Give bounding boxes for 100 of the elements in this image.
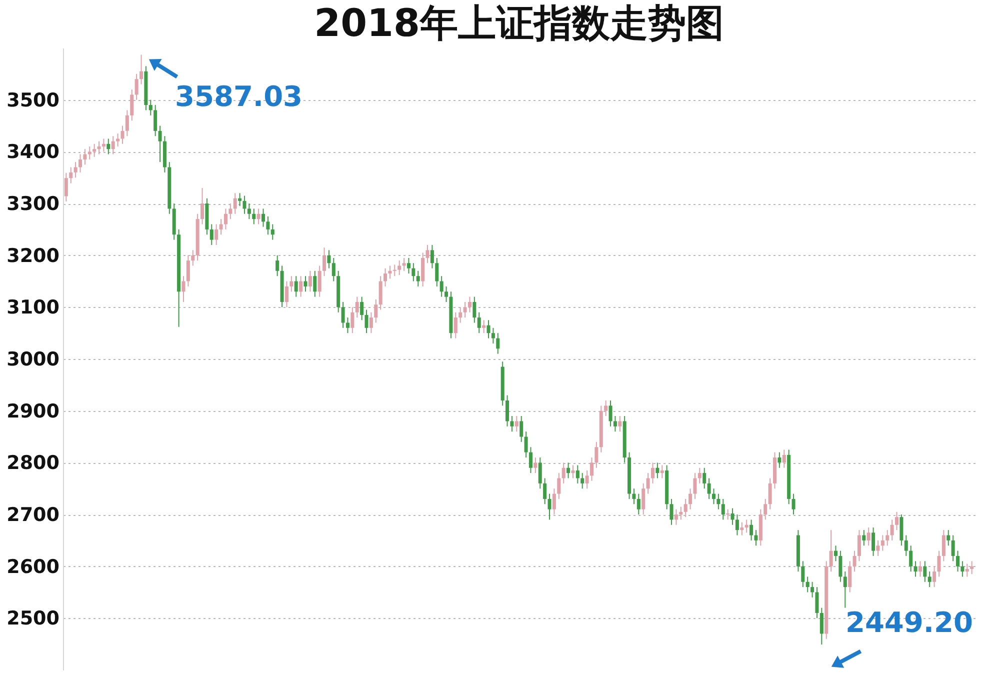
candlestick [604, 400, 608, 417]
candlestick [580, 472, 584, 490]
candlestick [158, 125, 162, 163]
y-tick-label: 2600 [6, 556, 60, 578]
candlestick [416, 270, 420, 287]
candlestick [111, 136, 115, 155]
candlestick [956, 550, 960, 572]
candlestick [233, 192, 237, 214]
candlestick [284, 280, 288, 308]
candlestick [904, 534, 908, 556]
candlestick [266, 216, 270, 236]
candlestick [693, 472, 697, 500]
candlestick [261, 208, 266, 228]
candlestick [134, 73, 138, 100]
candlestick [684, 498, 688, 518]
candlestick [918, 560, 922, 578]
candlestick [876, 540, 880, 556]
candlestick [608, 400, 612, 427]
candlestick [636, 493, 640, 515]
candlestick [792, 493, 796, 515]
candlestick [946, 530, 950, 546]
candlestick [496, 332, 500, 354]
candlestick [341, 301, 345, 328]
candlestick [548, 493, 552, 520]
candlestick [139, 54, 144, 85]
candlestick [242, 195, 246, 214]
y-tick-label: 3500 [6, 89, 60, 112]
candlestick [735, 514, 739, 536]
candlestick [698, 467, 702, 484]
candlestick [928, 571, 932, 588]
y-tick-label: 3100 [6, 296, 60, 319]
candlestick [412, 262, 416, 282]
candlestick [937, 550, 941, 578]
candlestick [594, 441, 598, 468]
y-tick-label: 3000 [6, 348, 60, 370]
candlestick [214, 224, 218, 246]
candlestick [872, 526, 876, 556]
candlestick [932, 566, 936, 588]
candlestick [116, 133, 120, 147]
candlestick [642, 482, 646, 515]
candlestick [102, 138, 106, 152]
candlestick [538, 456, 542, 490]
candlestick [970, 560, 974, 575]
candlestick [454, 312, 458, 339]
candlestick [960, 560, 964, 578]
candlestick [238, 192, 242, 207]
candlestick [200, 187, 204, 225]
candlestick [810, 581, 814, 598]
candlestick [350, 306, 354, 334]
candlestick [364, 309, 368, 334]
candlestick [514, 416, 518, 432]
candlestick [154, 104, 158, 137]
candlestick [435, 257, 439, 287]
candlestick [299, 276, 303, 298]
y-tick-label: 2800 [6, 452, 60, 474]
candlestick [646, 472, 650, 494]
candlestick [384, 268, 388, 287]
candlestick [660, 464, 664, 479]
candlestick [834, 545, 838, 562]
candlestick [491, 327, 495, 344]
candlestick [857, 530, 861, 562]
candlestick [576, 464, 580, 484]
candlestick [524, 431, 528, 458]
candlestick [332, 257, 336, 282]
candlestick [392, 264, 396, 277]
candlestick [557, 472, 561, 500]
candlestick [402, 257, 406, 272]
candlestick [852, 550, 856, 572]
candlestick [247, 203, 251, 220]
candlestick [590, 456, 594, 482]
candlestick [78, 154, 82, 173]
candlestick [820, 607, 824, 645]
candlestick [815, 586, 819, 619]
candlestick [97, 140, 101, 155]
candlestick [726, 508, 730, 520]
candlestick [866, 526, 870, 546]
candlestick [120, 125, 124, 144]
candlestick [632, 488, 636, 505]
candlestick [318, 265, 322, 298]
candlestick [552, 488, 556, 515]
candlestick [510, 416, 514, 432]
candlestick [304, 276, 308, 292]
candlestick [613, 416, 617, 432]
candlestick [951, 534, 955, 562]
candlestick [369, 312, 373, 334]
candlestick [890, 519, 894, 541]
candlestick [848, 560, 852, 593]
y-tick-label: 3300 [6, 193, 60, 215]
candlestick [270, 224, 274, 240]
candlestick [782, 449, 786, 468]
candlestick [778, 452, 782, 468]
candlestick [440, 276, 444, 298]
candlestick [430, 244, 434, 269]
candlestick [894, 511, 899, 531]
candlestick [721, 498, 725, 520]
candlestick [472, 296, 476, 324]
candlestick [880, 534, 884, 552]
annotation: 2449.20 [845, 606, 973, 639]
candlestick [374, 298, 378, 324]
y-tick-label: 2900 [6, 400, 60, 422]
